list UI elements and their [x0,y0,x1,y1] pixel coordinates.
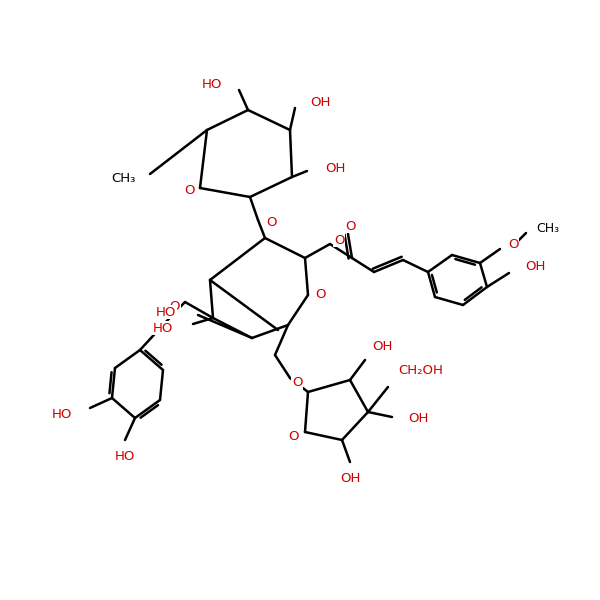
Text: O: O [266,215,277,229]
Text: OH: OH [372,340,392,353]
Text: O: O [334,233,344,247]
Text: OH: OH [340,472,360,485]
Text: O: O [508,238,518,251]
Text: O: O [345,220,355,232]
Text: OH: OH [310,97,331,109]
Text: OH: OH [408,412,428,425]
Text: CH₃: CH₃ [112,172,136,185]
Text: HO: HO [202,79,222,91]
Text: O: O [185,185,195,197]
Text: HO: HO [155,305,176,319]
Text: CH₂OH: CH₂OH [398,364,443,377]
Text: HO: HO [52,407,72,421]
Text: OH: OH [325,161,346,175]
Text: O: O [292,377,302,389]
Text: CH₃: CH₃ [536,221,559,235]
Text: O: O [289,430,299,443]
Text: HO: HO [115,449,135,463]
Text: O: O [170,299,180,313]
Text: HO: HO [152,322,173,335]
Text: O: O [315,289,325,301]
Text: OH: OH [525,260,545,274]
